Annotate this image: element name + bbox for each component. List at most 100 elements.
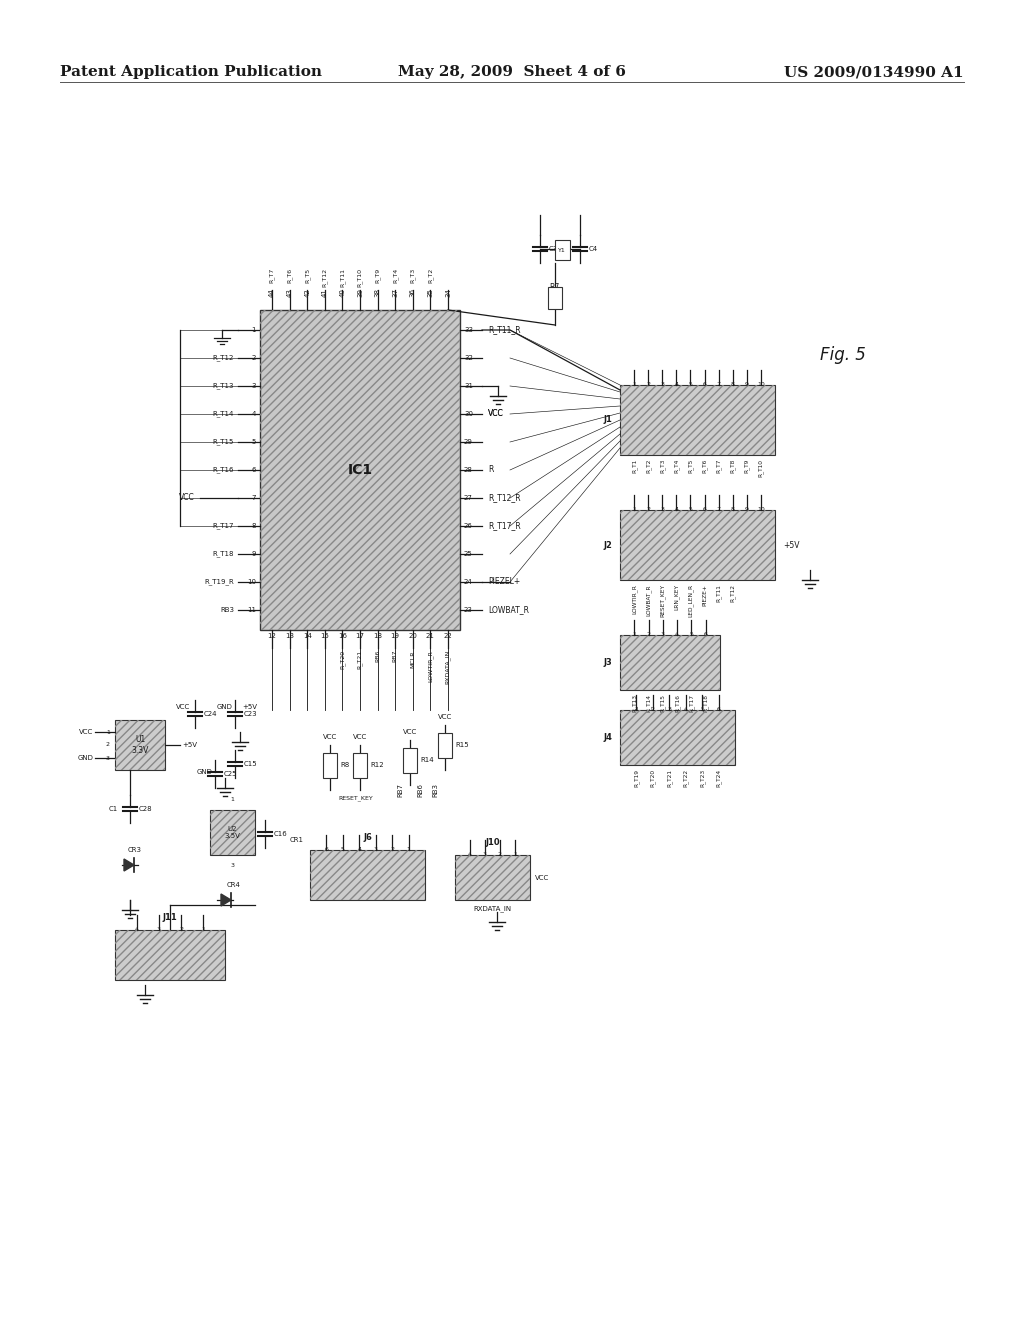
Text: 9: 9 bbox=[252, 550, 256, 557]
Text: R12: R12 bbox=[370, 762, 384, 768]
Bar bbox=[353, 752, 367, 777]
Text: 26: 26 bbox=[464, 523, 473, 529]
Text: 13: 13 bbox=[285, 634, 294, 639]
Polygon shape bbox=[221, 894, 231, 906]
Text: 16: 16 bbox=[338, 634, 347, 639]
Text: VCC: VCC bbox=[323, 734, 337, 741]
Text: R_T19_R: R_T19_R bbox=[204, 578, 234, 585]
Text: 27: 27 bbox=[464, 495, 473, 502]
Text: 6: 6 bbox=[717, 708, 721, 711]
Text: 8: 8 bbox=[731, 381, 734, 387]
Text: LOWBAT_R: LOWBAT_R bbox=[488, 606, 529, 615]
Text: RXDATA_IN: RXDATA_IN bbox=[445, 649, 451, 684]
Text: 5: 5 bbox=[688, 507, 692, 512]
Text: May 28, 2009  Sheet 4 of 6: May 28, 2009 Sheet 4 of 6 bbox=[398, 65, 626, 79]
Text: R_T9: R_T9 bbox=[375, 268, 381, 284]
Text: 3: 3 bbox=[660, 507, 665, 512]
Text: RB6: RB6 bbox=[375, 649, 380, 663]
Bar bbox=[323, 752, 337, 777]
Text: 1: 1 bbox=[252, 327, 256, 333]
Text: 3: 3 bbox=[230, 863, 234, 869]
Text: VCC: VCC bbox=[535, 874, 549, 880]
Text: 4: 4 bbox=[468, 851, 472, 857]
Text: 3: 3 bbox=[660, 632, 665, 638]
Text: 1: 1 bbox=[230, 797, 234, 803]
Text: Patent Application Publication: Patent Application Publication bbox=[60, 65, 322, 79]
Bar bbox=[310, 850, 425, 900]
Bar bbox=[620, 510, 775, 579]
Text: 18: 18 bbox=[373, 634, 382, 639]
Text: 2: 2 bbox=[498, 851, 502, 857]
Text: 2: 2 bbox=[646, 507, 650, 512]
Text: C16: C16 bbox=[274, 832, 288, 837]
Text: J10: J10 bbox=[485, 838, 500, 847]
Text: R_T4: R_T4 bbox=[392, 268, 398, 284]
Text: 6: 6 bbox=[702, 507, 707, 512]
Text: 2: 2 bbox=[179, 927, 183, 932]
Text: RESET_KEY: RESET_KEY bbox=[338, 795, 373, 801]
Text: CR1: CR1 bbox=[290, 837, 304, 843]
Text: 10: 10 bbox=[757, 507, 765, 512]
Text: 1: 1 bbox=[635, 708, 638, 711]
Text: R_T11_R: R_T11_R bbox=[488, 326, 520, 334]
Bar bbox=[620, 710, 735, 766]
Text: R_T5: R_T5 bbox=[687, 459, 693, 474]
Text: R_T16: R_T16 bbox=[674, 694, 680, 711]
Text: 37: 37 bbox=[392, 288, 398, 297]
Text: 1: 1 bbox=[513, 851, 517, 857]
Text: 4: 4 bbox=[675, 632, 679, 638]
Text: 11: 11 bbox=[247, 607, 256, 612]
Text: 3: 3 bbox=[483, 851, 487, 857]
Text: LOWBAT_R: LOWBAT_R bbox=[645, 583, 651, 615]
Text: 3: 3 bbox=[252, 383, 256, 389]
Text: RB7: RB7 bbox=[392, 649, 397, 663]
Text: GND: GND bbox=[197, 770, 213, 775]
Text: R_T10: R_T10 bbox=[357, 268, 362, 286]
Text: 3: 3 bbox=[374, 847, 378, 851]
Text: C25: C25 bbox=[224, 771, 238, 777]
Text: 38: 38 bbox=[375, 288, 381, 297]
Text: VCC: VCC bbox=[488, 409, 504, 418]
Bar bbox=[620, 510, 775, 579]
Text: R_T3: R_T3 bbox=[659, 459, 666, 474]
Text: C3: C3 bbox=[549, 246, 558, 252]
Text: R_T12: R_T12 bbox=[730, 583, 735, 602]
Text: 1: 1 bbox=[632, 507, 636, 512]
Text: VCC: VCC bbox=[488, 409, 504, 418]
Bar bbox=[260, 310, 460, 630]
Text: LED_LEN_R: LED_LEN_R bbox=[687, 583, 693, 618]
Text: 36: 36 bbox=[410, 288, 416, 297]
Text: 6: 6 bbox=[325, 847, 329, 851]
Text: 33: 33 bbox=[464, 327, 473, 333]
Text: 6: 6 bbox=[703, 632, 708, 638]
Text: 3: 3 bbox=[668, 708, 672, 711]
Text: VCC: VCC bbox=[79, 729, 93, 735]
Text: 31: 31 bbox=[464, 383, 473, 389]
Text: 34: 34 bbox=[445, 288, 451, 297]
Text: 20: 20 bbox=[409, 634, 417, 639]
Text: 29: 29 bbox=[464, 440, 473, 445]
Text: R_T11: R_T11 bbox=[340, 268, 345, 286]
Bar bbox=[310, 850, 425, 900]
Text: R14: R14 bbox=[420, 756, 433, 763]
Text: R_T8: R_T8 bbox=[730, 459, 735, 474]
Text: R_T17: R_T17 bbox=[688, 694, 694, 711]
Text: 4: 4 bbox=[357, 847, 361, 851]
Text: R_T7: R_T7 bbox=[269, 268, 274, 284]
Text: R_T10: R_T10 bbox=[758, 459, 764, 477]
Text: US 2009/0134990 A1: US 2009/0134990 A1 bbox=[784, 65, 964, 79]
Text: R_T19: R_T19 bbox=[634, 770, 639, 787]
Text: GND: GND bbox=[77, 755, 93, 762]
Text: 43: 43 bbox=[287, 288, 293, 297]
Text: 32: 32 bbox=[464, 355, 473, 360]
Text: 1: 1 bbox=[632, 381, 636, 387]
Text: 42: 42 bbox=[304, 288, 310, 297]
Bar bbox=[555, 240, 570, 260]
Text: 5: 5 bbox=[700, 708, 705, 711]
Text: R_T15: R_T15 bbox=[213, 438, 234, 445]
Text: +5V: +5V bbox=[243, 704, 257, 710]
Text: RB7: RB7 bbox=[397, 783, 403, 797]
Text: 4: 4 bbox=[135, 927, 139, 932]
Text: R_T12: R_T12 bbox=[213, 355, 234, 362]
Text: R_T23: R_T23 bbox=[699, 770, 705, 787]
